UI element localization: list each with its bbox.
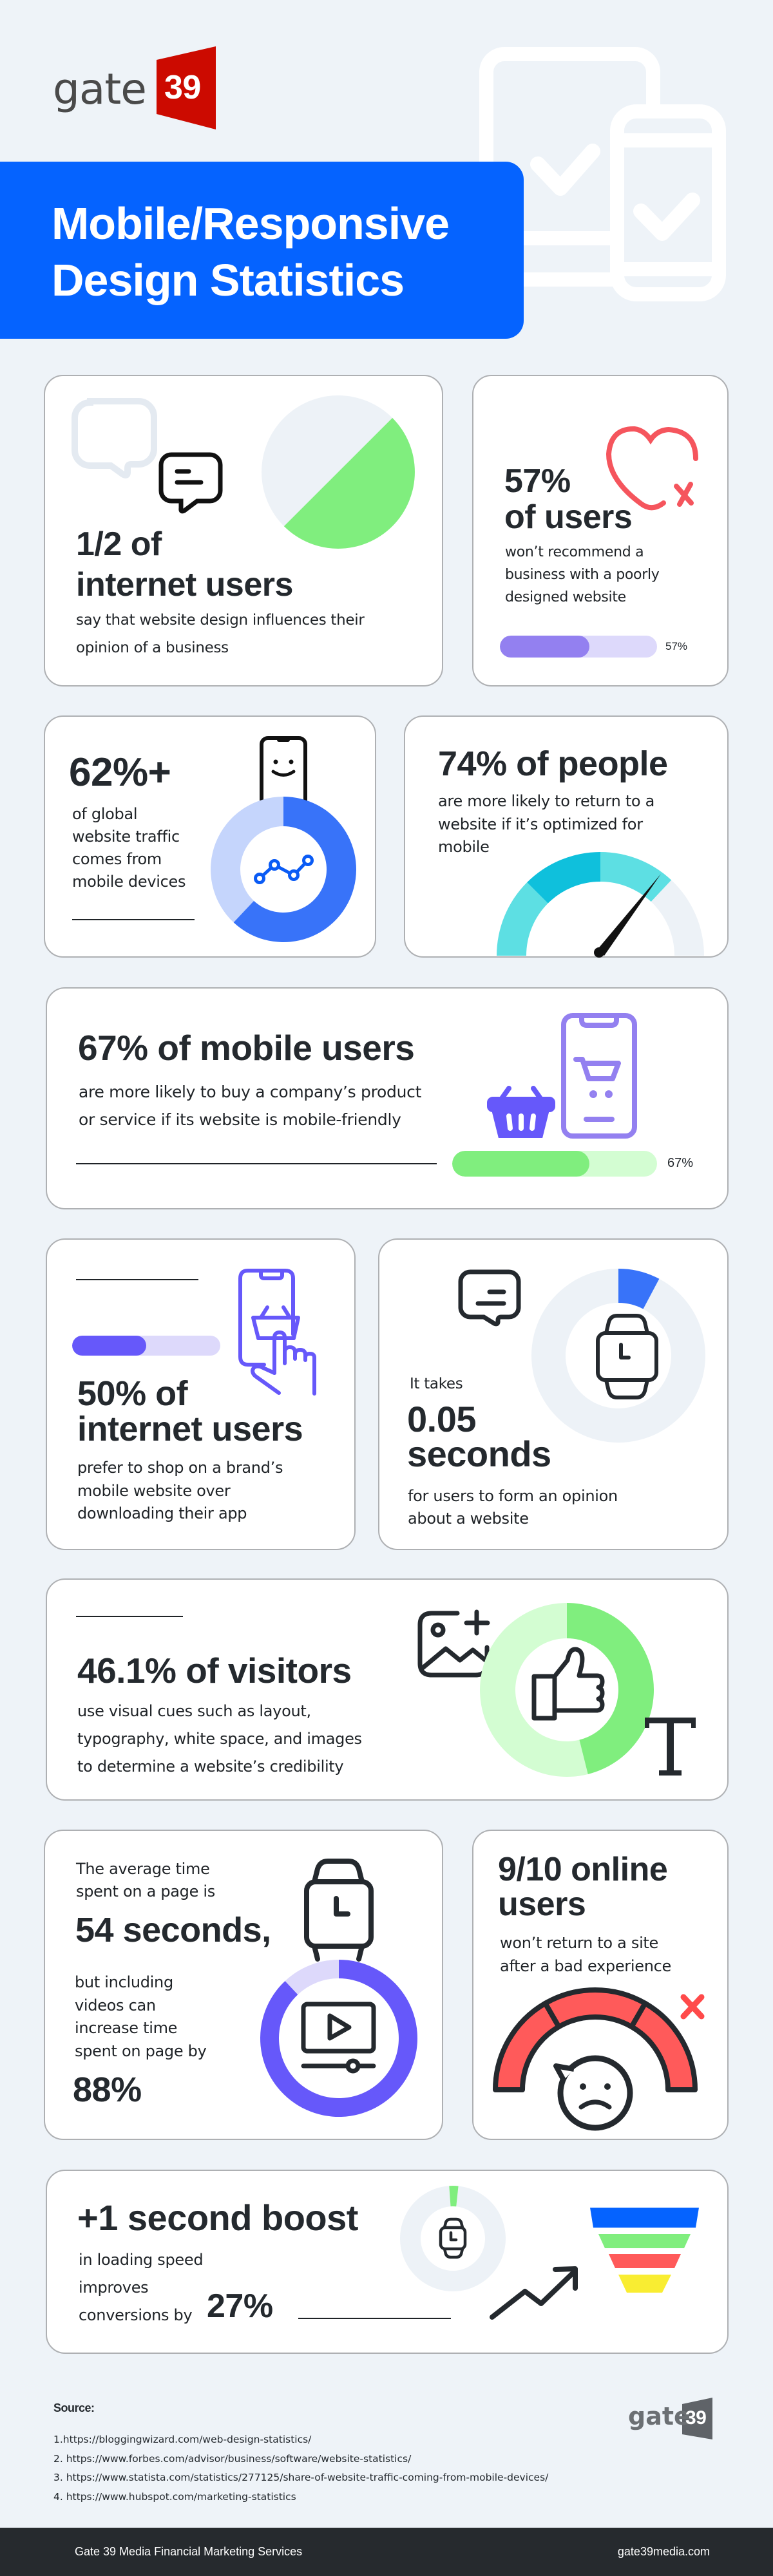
sources-heading: Source: [53, 2401, 95, 2414]
devices-check-illustration [479, 47, 726, 301]
stat-description: use visual cues such as layout, typograp… [77, 1702, 362, 1776]
progress-label: 67% [667, 1156, 694, 1170]
stat-description: say that website design influences their… [76, 612, 365, 656]
divider-line [298, 2318, 451, 2319]
progress-bar-57 [500, 636, 657, 658]
sources-list: 1.https://bloggingwizard.com/web-design-… [53, 2430, 548, 2506]
progress-bar-50 [72, 1336, 220, 1356]
stat-description: but including videos can increase time s… [75, 1973, 207, 2060]
stat-description: won’t return to a site after a bad exper… [500, 1934, 671, 1975]
title-banner: Mobile/Responsive Design Statistics [0, 162, 524, 339]
progress-label: 57% [665, 640, 688, 652]
stat-description: are more likely to return to a website i… [438, 792, 655, 856]
footer-company: Gate 39 Media Financial Marketing Servic… [75, 2545, 303, 2558]
stat-lead: The average time spent on a page is [76, 1860, 215, 1900]
source-link[interactable]: 3. https://www.statista.com/statistics/2… [53, 2472, 549, 2483]
divider-line [76, 1163, 437, 1164]
stat-description: in loading speed improves conversions by [79, 2251, 204, 2324]
source-link[interactable]: 2. https://www.forbes.com/advisor/busine… [53, 2452, 412, 2465]
stat-headline: +1 second boost [77, 2197, 358, 2238]
stat-description: are more likely to buy a company’s produ… [79, 1083, 422, 1129]
progress-fill [452, 1151, 590, 1177]
stat-headline: 54 seconds, [75, 1911, 271, 1949]
divider-line [72, 919, 195, 920]
logo-badge [157, 46, 216, 129]
footer-bar: Gate 39 Media Financial Marketing Servic… [0, 2528, 773, 2576]
source-link[interactable]: 1.https://bloggingwizard.com/web-design-… [53, 2434, 312, 2445]
progress-fill [500, 636, 590, 658]
logo-number: 39 [164, 69, 201, 106]
stat-highlight: 88% [73, 2070, 142, 2109]
stat-headline: 57% [504, 462, 571, 500]
progress-fill [72, 1336, 146, 1356]
stat-headline: of users [504, 498, 633, 536]
page-title: Mobile/Responsive Design Statistics [52, 195, 450, 308]
stat-headline: 1/2 of [76, 526, 162, 563]
stat-description: prefer to shop on a brand’s mobile websi… [77, 1459, 283, 1522]
logo-wordmark: gate [53, 64, 147, 114]
stat-headline: 0.05 [407, 1399, 477, 1439]
stat-lead: It takes [410, 1376, 463, 1392]
title-line-1: Mobile/Responsive [52, 198, 450, 249]
divider-line [76, 1279, 198, 1280]
stat-headline: 50% of [77, 1374, 188, 1413]
stat-description: of global website traffic comes from mob… [72, 805, 186, 891]
footer-logo-number: 39 [685, 2407, 707, 2429]
stat-headline: 9/10 online users [498, 1851, 668, 1923]
stat-headline: internet users [77, 1410, 303, 1448]
stat-headline: 67% of mobile users [78, 1028, 415, 1068]
stat-headline: seconds [407, 1434, 551, 1474]
stat-description: won’t recommend a business with a poorly… [505, 544, 660, 605]
stat-highlight: 27% [207, 2287, 273, 2325]
divider-line [76, 1616, 183, 1617]
title-line-2: Design Statistics [52, 255, 405, 305]
stat-headline: 62%+ [69, 750, 171, 795]
progress-bar-67 [452, 1151, 657, 1177]
source-link[interactable]: 4. https://www.hubspot.com/marketing-sta… [53, 2490, 296, 2503]
stat-description: for users to form an opinion about a web… [408, 1487, 618, 1528]
stat-headline: internet users [76, 566, 293, 603]
stat-headline: 46.1% of visitors [77, 1651, 352, 1690]
stat-headline: 74% of people [438, 744, 668, 783]
footer-website-link[interactable]: gate39media.com [617, 2545, 710, 2558]
footer-logo-wordmark: gate [628, 2402, 691, 2430]
